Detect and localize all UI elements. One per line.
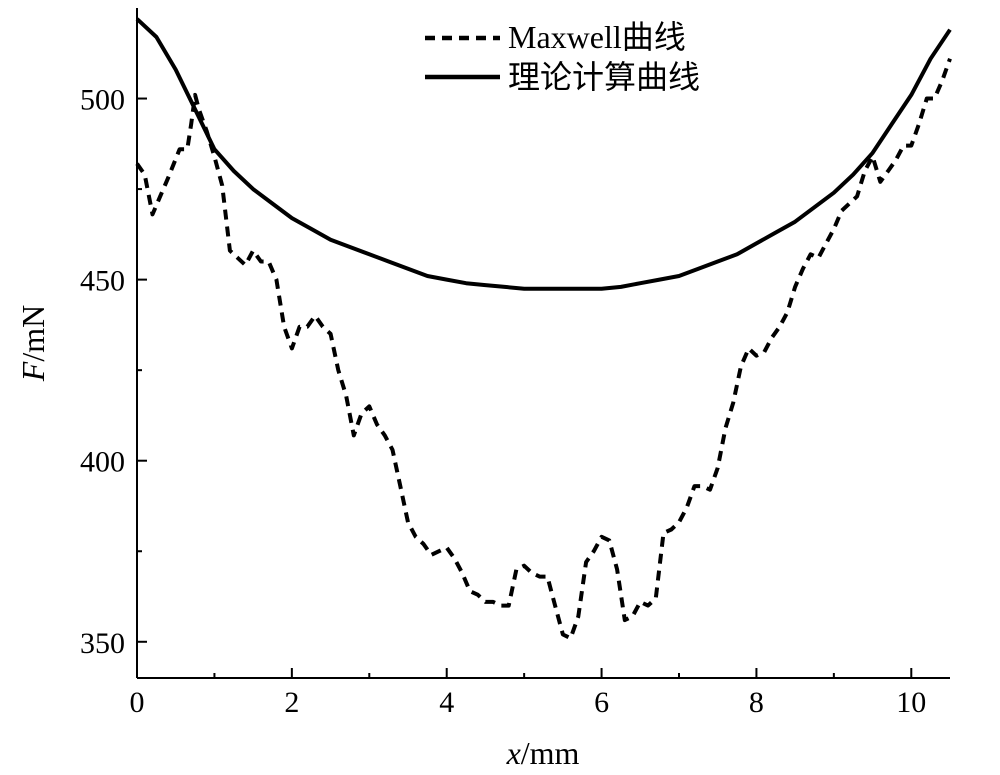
y-tick-label: 400 xyxy=(80,446,125,479)
series-layer xyxy=(135,17,952,641)
legend-label-theory: 理论计算曲线 xyxy=(508,59,700,95)
x-tick-label: 6 xyxy=(594,686,609,719)
y-ticks: 350 400 450 500 xyxy=(80,84,147,660)
y-tick-label: 450 xyxy=(80,265,125,298)
y-tick-label: 500 xyxy=(80,84,125,117)
x-tick-label: 0 xyxy=(130,686,145,719)
y-axis-variable: F xyxy=(15,361,51,382)
y-axis-unit: /mN xyxy=(15,305,51,362)
x-ticks: 0 2 4 6 8 10 xyxy=(130,668,926,719)
series-line-theory xyxy=(135,17,952,291)
x-tick-label: 10 xyxy=(896,686,926,719)
x-tick-label: 2 xyxy=(284,686,299,719)
x-axis-variable: x xyxy=(506,735,521,771)
legend-label-maxwell: Maxwell曲线 xyxy=(508,19,686,55)
x-axis-title: x/mm xyxy=(506,735,580,771)
axes xyxy=(136,8,950,679)
legend: Maxwell曲线 理论计算曲线 xyxy=(425,19,700,95)
x-tick-label: 4 xyxy=(439,686,454,719)
y-axis-title: F/mN xyxy=(15,305,51,382)
x-tick-label: 8 xyxy=(749,686,764,719)
series-line-maxwell xyxy=(135,58,952,641)
y-tick-label: 350 xyxy=(80,627,125,660)
x-axis-unit: /mm xyxy=(521,735,580,771)
